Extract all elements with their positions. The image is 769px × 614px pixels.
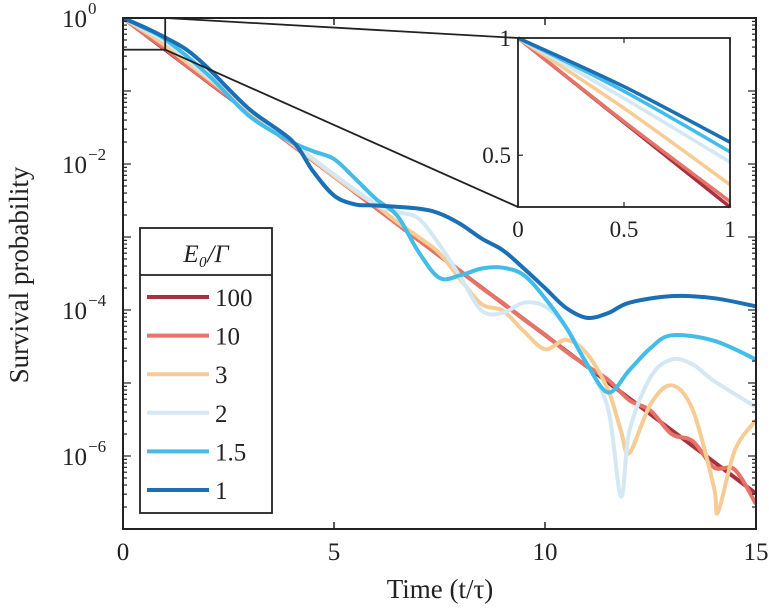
legend-label-3: 3	[215, 362, 228, 389]
legend: E₀/Γ 100 10 3 2 1.5 1	[139, 227, 273, 514]
inset-plot: 0 0.5 1 1 0.5	[482, 26, 736, 242]
y-tick-base: 10	[62, 152, 87, 179]
x-tick-label: 15	[744, 539, 769, 566]
y-axis-label: Survival probability	[4, 166, 34, 383]
y-tick-exponent: −2	[88, 145, 106, 164]
inset-series-line-10	[518, 36, 732, 203]
legend-label-10: 10	[215, 324, 240, 351]
x-tick-label: 10	[533, 539, 558, 566]
inset-x-tick-label: 1	[724, 217, 736, 242]
y-tick-base: 10	[62, 444, 87, 471]
x-tick-label: 0	[117, 539, 130, 566]
series-line-1.5	[123, 18, 756, 395]
y-tick-base: 10	[62, 298, 87, 325]
inset-series-line-3	[518, 36, 732, 187]
main-plot-lines	[123, 18, 756, 516]
inset-x-tick-label: 0.5	[610, 217, 639, 242]
legend-label-1: 1	[215, 478, 228, 505]
y-tick-label: 10	[62, 298, 87, 325]
zoom-guide-line-bottom	[164, 48, 519, 208]
legend-label-100: 100	[215, 285, 253, 312]
legend-label-1.5: 1.5	[215, 439, 246, 466]
inset-y-tick-label: 1	[500, 26, 512, 51]
zoom-guide-line-top	[165, 17, 519, 39]
inset-series-line-1	[518, 36, 731, 144]
y-tick-exponent: −6	[88, 437, 106, 456]
x-axis-label: Time (t/τ)	[387, 574, 494, 604]
legend-title: E₀/Γ	[182, 241, 230, 268]
y-tick-label: 10	[62, 444, 87, 471]
main-axes-frame	[122, 17, 757, 530]
y-tick-exponent: −4	[88, 291, 107, 310]
zoom-region-box	[122, 17, 167, 51]
inset-lines	[518, 36, 732, 209]
x-tick-label: 5	[328, 539, 341, 566]
y-tick-base: 10	[62, 6, 87, 33]
inset-y-tick-label: 0.5	[482, 143, 511, 168]
legend-label-2: 2	[215, 401, 228, 428]
y-tick-label: 10	[62, 6, 87, 33]
y-tick-exponent: 0	[88, 0, 97, 18]
inset-x-tick-label: 0	[512, 217, 524, 242]
legend-box	[139, 227, 273, 514]
series-line-1	[123, 18, 756, 321]
zoom-guides	[122, 17, 519, 208]
y-tick-label: 10	[62, 152, 87, 179]
